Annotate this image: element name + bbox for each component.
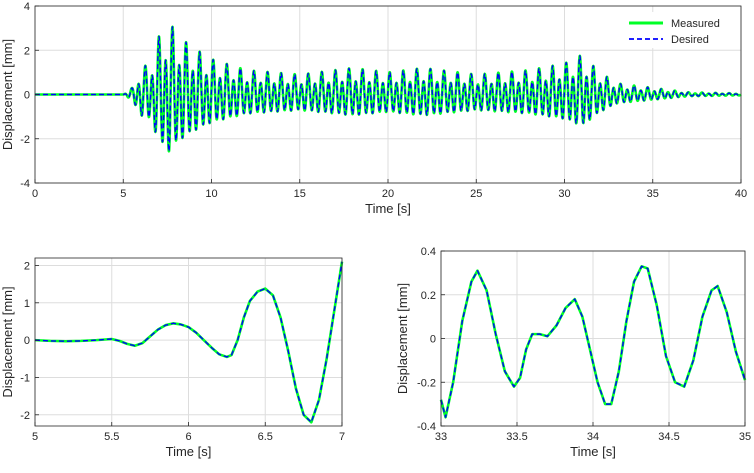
x-tick-label: 5	[120, 188, 126, 200]
bottom-right-panel: 33 33.5 34 34.5 35 -0.4 -0.2 0 0.2 0.4 Time [s] Dis…	[395, 246, 751, 459]
x-tick-label: 5.5	[104, 431, 119, 443]
legend-box	[623, 12, 735, 48]
x-tick-label: 15	[294, 188, 306, 200]
x-tick-label: 40	[735, 188, 747, 200]
top-panel: 0 5 10 15 20 25 30 35 40 -4 -2 0 2 4 Time [s] Displacem…	[0, 1, 747, 216]
x-axis-label: Time [s]	[166, 444, 212, 459]
x-tick-label: 20	[382, 188, 394, 200]
y-axis-label: Displacement [mm]	[395, 283, 410, 394]
legend-label-desired: Desired	[671, 34, 709, 46]
y-tick-label: 2	[24, 45, 30, 57]
series-line-desired	[34, 261, 343, 423]
x-axis-label: Time [s]	[570, 444, 616, 459]
x-tick-label: 30	[558, 188, 570, 200]
x-tick-label: 34	[587, 431, 599, 443]
x-tick-label: 35	[647, 188, 659, 200]
y-tick-label: -2	[20, 134, 30, 146]
y-tick-label: 0	[24, 335, 30, 347]
x-axis-label: Time [s]	[365, 201, 411, 216]
y-axis-label: Displacement [mm]	[0, 39, 15, 150]
y-tick-label: 4	[24, 1, 30, 13]
x-tick-label: 33.5	[506, 431, 527, 443]
series-line-desired	[440, 265, 746, 418]
y-tick-label: -4	[20, 178, 30, 190]
legend-label-measured: Measured	[671, 18, 720, 30]
y-axis-label: Displacement [mm]	[0, 286, 15, 397]
y-tick-label: 2	[24, 260, 30, 272]
x-tick-label: 33	[435, 431, 447, 443]
y-tick-label: 1	[24, 298, 30, 310]
x-tick-label: 10	[205, 188, 217, 200]
y-tick-label: -1	[20, 372, 30, 384]
y-tick-label: 0	[24, 90, 30, 102]
x-tick-label: 6	[185, 431, 191, 443]
series-line-desired	[34, 26, 742, 152]
x-tick-label: 34.5	[658, 431, 679, 443]
x-tick-label: 7	[339, 431, 345, 443]
y-tick-label: -0.4	[417, 421, 436, 433]
legend: Measured Desired	[623, 12, 735, 48]
x-tick-label: 6.5	[258, 431, 273, 443]
x-tick-label: 0	[32, 188, 38, 200]
x-tick-label: 25	[470, 188, 482, 200]
y-tick-label: 0.4	[421, 246, 436, 258]
bottom-left-panel: 5 5.5 6 6.5 7 -2 -1 0 1 2 Time [s] Displacement [mm…	[0, 257, 345, 459]
y-tick-label: -0.2	[417, 377, 436, 389]
x-tick-label: 5	[32, 431, 38, 443]
y-tick-label: 0.2	[421, 290, 436, 302]
y-tick-label: -2	[20, 410, 30, 422]
x-tick-label: 35	[739, 431, 751, 443]
y-tick-label: 0	[430, 334, 436, 346]
